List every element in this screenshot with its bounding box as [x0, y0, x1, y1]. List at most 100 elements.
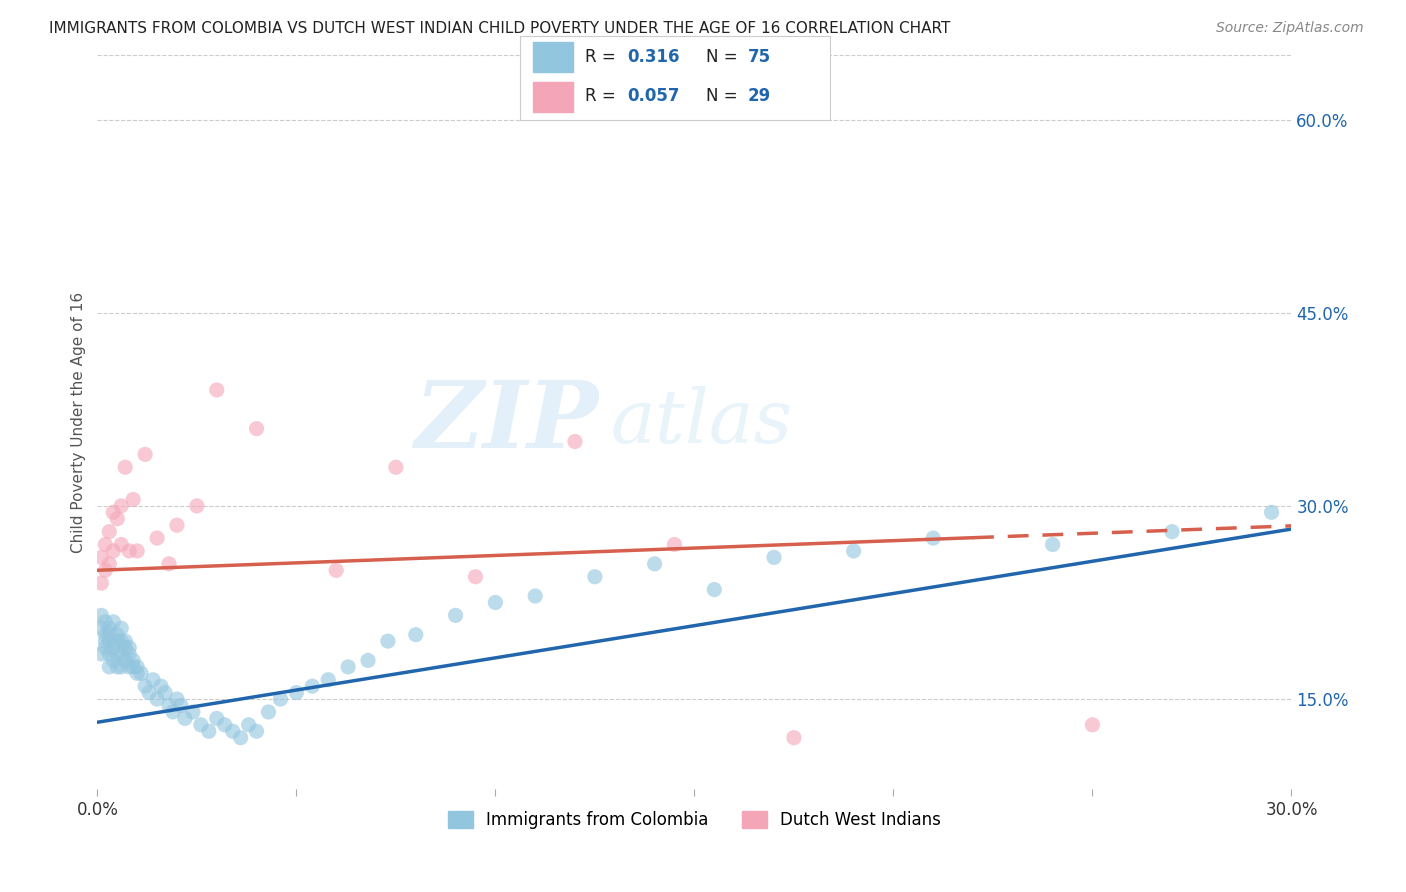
- Bar: [533, 43, 572, 72]
- Point: [170, 698, 193, 713]
- Point: [122, 492, 145, 507]
- Point: [583, 570, 606, 584]
- Point: [118, 544, 141, 558]
- Point: [94, 537, 117, 551]
- Point: [763, 550, 786, 565]
- Point: [1161, 524, 1184, 539]
- Point: [181, 705, 204, 719]
- Point: [114, 653, 136, 667]
- Point: [142, 673, 165, 687]
- Point: [98, 524, 121, 539]
- Point: [98, 634, 121, 648]
- Point: [98, 628, 121, 642]
- Point: [127, 660, 149, 674]
- Point: [98, 660, 121, 674]
- Text: 0.316: 0.316: [627, 48, 679, 66]
- Point: [127, 666, 149, 681]
- Point: [105, 512, 128, 526]
- Point: [190, 718, 212, 732]
- Text: 75: 75: [748, 48, 770, 66]
- Point: [1042, 537, 1064, 551]
- Point: [186, 499, 208, 513]
- Point: [105, 647, 128, 661]
- Point: [110, 634, 132, 648]
- Point: [245, 422, 267, 436]
- Point: [94, 640, 117, 655]
- Point: [464, 570, 486, 584]
- Point: [198, 724, 221, 739]
- Point: [664, 537, 686, 551]
- Bar: [533, 82, 572, 112]
- Text: 29: 29: [748, 87, 770, 105]
- Point: [114, 460, 136, 475]
- Point: [110, 499, 132, 513]
- Point: [337, 660, 360, 674]
- Point: [103, 653, 125, 667]
- Text: R =: R =: [585, 48, 621, 66]
- Point: [122, 660, 145, 674]
- Y-axis label: Child Poverty Under the Age of 16: Child Poverty Under the Age of 16: [72, 292, 86, 553]
- Point: [444, 608, 467, 623]
- Point: [285, 685, 308, 699]
- Point: [127, 544, 149, 558]
- Point: [146, 531, 169, 545]
- Point: [150, 679, 173, 693]
- Text: atlas: atlas: [610, 386, 793, 458]
- Point: [110, 647, 132, 661]
- Point: [110, 537, 132, 551]
- Point: [98, 647, 121, 661]
- Point: [205, 383, 228, 397]
- Text: R =: R =: [585, 87, 621, 105]
- Point: [94, 634, 117, 648]
- Text: 0.057: 0.057: [627, 87, 679, 105]
- Point: [377, 634, 399, 648]
- Point: [114, 640, 136, 655]
- Point: [157, 698, 180, 713]
- Point: [110, 621, 132, 635]
- Point: [103, 640, 125, 655]
- Point: [98, 557, 121, 571]
- Point: [564, 434, 586, 449]
- Point: [90, 550, 112, 565]
- Point: [134, 447, 156, 461]
- Point: [94, 628, 117, 642]
- Point: [644, 557, 666, 571]
- Point: [357, 653, 380, 667]
- Point: [229, 731, 252, 745]
- Point: [114, 634, 136, 648]
- Point: [166, 518, 188, 533]
- Point: [484, 595, 506, 609]
- Point: [325, 563, 347, 577]
- Text: IMMIGRANTS FROM COLOMBIA VS DUTCH WEST INDIAN CHILD POVERTY UNDER THE AGE OF 16 : IMMIGRANTS FROM COLOMBIA VS DUTCH WEST I…: [49, 21, 950, 36]
- Text: N =: N =: [706, 48, 742, 66]
- Point: [90, 576, 112, 591]
- Point: [245, 724, 267, 739]
- Point: [105, 634, 128, 648]
- Point: [90, 647, 112, 661]
- Point: [103, 544, 125, 558]
- Point: [118, 647, 141, 661]
- Point: [153, 685, 176, 699]
- Point: [162, 705, 184, 719]
- Point: [94, 615, 117, 629]
- Point: [385, 460, 408, 475]
- Point: [1081, 718, 1104, 732]
- Point: [90, 621, 112, 635]
- Point: [103, 505, 125, 519]
- Text: ZIP: ZIP: [415, 377, 599, 467]
- Legend: Immigrants from Colombia, Dutch West Indians: Immigrants from Colombia, Dutch West Ind…: [441, 805, 948, 836]
- Point: [783, 731, 806, 745]
- Point: [166, 692, 188, 706]
- Point: [122, 653, 145, 667]
- Point: [90, 608, 112, 623]
- Point: [703, 582, 725, 597]
- Point: [238, 718, 260, 732]
- Point: [118, 660, 141, 674]
- Point: [214, 718, 236, 732]
- Point: [134, 679, 156, 693]
- Point: [269, 692, 291, 706]
- Point: [105, 628, 128, 642]
- Point: [94, 563, 117, 577]
- Point: [174, 711, 197, 725]
- Point: [205, 711, 228, 725]
